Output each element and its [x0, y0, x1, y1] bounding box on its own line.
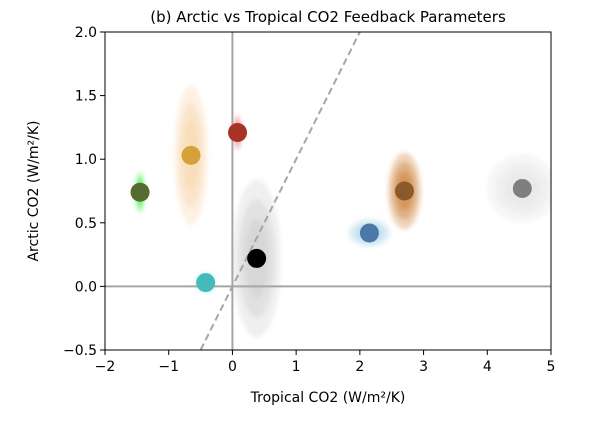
- y-tick-label: 0.5: [75, 216, 97, 232]
- y-axis-title: Arctic CO2 (W/m²/K): [26, 120, 42, 261]
- data-point: [512, 178, 532, 198]
- x-tick-label: −1: [158, 359, 179, 375]
- x-tick-label: −2: [95, 359, 116, 375]
- chart-title: (b) Arctic vs Tropical CO2 Feedback Para…: [150, 8, 506, 26]
- data-point: [181, 145, 201, 165]
- plot-area: [105, 32, 551, 350]
- data-point: [228, 122, 248, 142]
- x-axis-ticks: −2 −1 0 1 2 3 4 5: [95, 350, 556, 375]
- y-axis-ticks: −0.5 0.0 0.5 1.0 1.5 2.0: [63, 25, 105, 359]
- one-to-one-line: [199, 32, 361, 350]
- x-axis-title: Tropical CO2 (W/m²/K): [250, 390, 406, 406]
- data-point: [247, 248, 267, 268]
- reference-lines: [105, 32, 551, 350]
- y-tick-label: 0.0: [75, 279, 97, 295]
- data-point: [130, 182, 150, 202]
- x-tick-label: 5: [547, 359, 556, 375]
- x-tick-label: 0: [228, 359, 237, 375]
- y-tick-label: 1.5: [75, 89, 97, 105]
- x-tick-label: 2: [355, 359, 364, 375]
- point-markers: [130, 122, 532, 293]
- data-point: [394, 181, 414, 201]
- data-point: [196, 273, 216, 293]
- uncertainty-clouds: [135, 85, 551, 338]
- x-tick-label: 3: [419, 359, 428, 375]
- y-tick-label: 2.0: [75, 25, 97, 41]
- plot-frame: [104, 31, 552, 351]
- data-point: [359, 223, 379, 243]
- x-tick-label: 4: [483, 359, 492, 375]
- y-tick-label: −0.5: [63, 343, 97, 359]
- x-tick-label: 1: [292, 359, 301, 375]
- y-tick-label: 1.0: [75, 152, 97, 168]
